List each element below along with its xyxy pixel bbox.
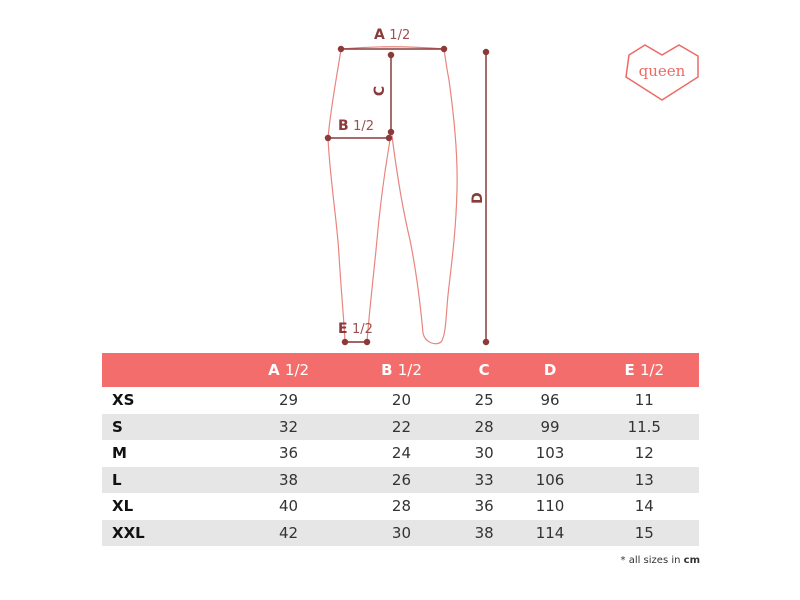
label-d: D bbox=[469, 192, 486, 204]
table-header: A 1/2 B 1/2 C D E 1/2 bbox=[102, 353, 699, 387]
logo-text: queen bbox=[639, 62, 686, 80]
measurement-cell: 36 bbox=[279, 444, 299, 463]
measurement-cell: 14 bbox=[634, 497, 654, 516]
label-a: A 1/2 bbox=[374, 27, 411, 43]
size-table: A 1/2 B 1/2 C D E 1/2 XS 29 20 25 96 11 S 32 22 2… bbox=[102, 353, 699, 546]
header-e: E 1/2 bbox=[589, 353, 699, 387]
measurement-cell: 20 bbox=[391, 391, 412, 410]
measurement-cell: 26 bbox=[345, 466, 458, 493]
table-row: XS 29 20 25 96 11 bbox=[102, 387, 699, 414]
measurement-cell: 40 bbox=[279, 497, 299, 516]
size-label: XXL bbox=[102, 519, 232, 546]
header-d: D bbox=[510, 353, 590, 387]
label-c: C bbox=[372, 85, 389, 97]
leggings-outline bbox=[327, 46, 458, 345]
measurement-cell: 30 bbox=[474, 444, 494, 463]
measurement-cell: 38 bbox=[457, 519, 511, 546]
header-a: A 1/2 bbox=[232, 353, 346, 387]
size-label: L bbox=[102, 466, 232, 493]
units-note: * all sizes in cm bbox=[620, 555, 700, 566]
leggings-diagram: queen bbox=[324, 44, 699, 346]
label-b: B 1/2 bbox=[338, 118, 375, 134]
measurement-cell: 29 bbox=[279, 391, 299, 410]
table-row: XL 40 28 36 110 14 bbox=[102, 493, 699, 520]
table-row: M 36 24 30 103 12 bbox=[102, 440, 699, 467]
table-row: XXL 42 30 38 114 15 bbox=[102, 519, 699, 546]
size-label: S bbox=[102, 413, 232, 440]
header-b: B 1/2 bbox=[345, 353, 458, 387]
measurement-cell: 22 bbox=[345, 413, 458, 440]
measurement-cell: 96 bbox=[540, 391, 560, 410]
measurement-cell: 110 bbox=[535, 497, 565, 516]
measurement-cell: 28 bbox=[457, 413, 511, 440]
measurement-cell: 38 bbox=[232, 466, 346, 493]
size-label: XS bbox=[112, 391, 135, 410]
measurement-cell: 11.5 bbox=[589, 413, 699, 440]
measurement-cell: 30 bbox=[345, 519, 458, 546]
measurement-cell: 106 bbox=[510, 466, 590, 493]
size-label: M bbox=[112, 444, 127, 463]
header-c: C bbox=[457, 353, 511, 387]
measurement-cell: 12 bbox=[634, 444, 654, 463]
measurement-cell: 99 bbox=[510, 413, 590, 440]
measurement-cell: 36 bbox=[474, 497, 494, 516]
measurement-cell: 114 bbox=[510, 519, 590, 546]
table-row: L 38 26 33 106 13 bbox=[102, 466, 699, 493]
measurement-cell: 24 bbox=[391, 444, 412, 463]
size-label: XL bbox=[112, 497, 134, 516]
measurement-cell: 42 bbox=[232, 519, 346, 546]
queen-logo: queen bbox=[625, 44, 699, 101]
measurement-cell: 103 bbox=[535, 444, 565, 463]
measurement-cell: 15 bbox=[589, 519, 699, 546]
header-size bbox=[102, 353, 232, 387]
measurement-cell: 13 bbox=[589, 466, 699, 493]
measurement-cell: 11 bbox=[634, 391, 654, 410]
heart-icon bbox=[625, 44, 699, 101]
measurement-cell: 32 bbox=[232, 413, 346, 440]
measurement-cell: 25 bbox=[474, 391, 494, 410]
measurement-cell: 28 bbox=[391, 497, 412, 516]
table-row: S 32 22 28 99 11.5 bbox=[102, 413, 699, 440]
measurement-cell: 33 bbox=[457, 466, 511, 493]
label-e: E 1/2 bbox=[338, 321, 373, 337]
